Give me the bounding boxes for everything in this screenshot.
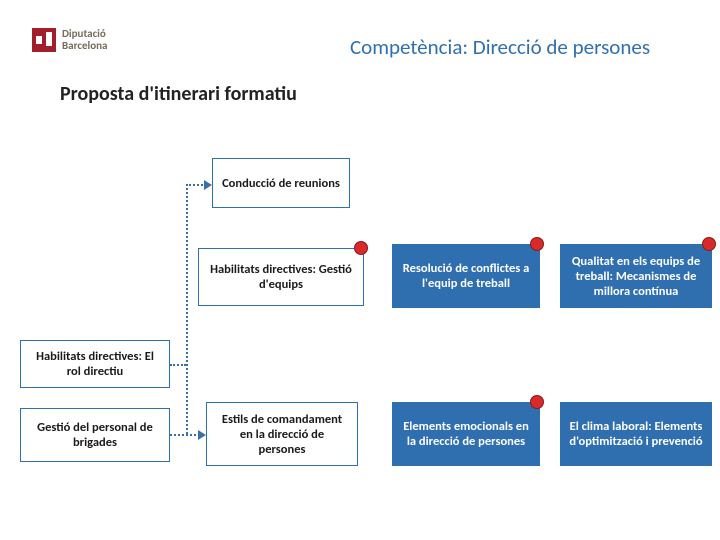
node-hab_rol: Habilitats directives: El rol directiu	[20, 340, 170, 388]
logo: Diputació Barcelona	[32, 28, 107, 52]
logo-line2: Barcelona	[62, 40, 107, 52]
node-elements: Elements emocionals en la direcció de pe…	[392, 402, 540, 466]
page-title: Proposta d'itinerari formatiu	[60, 82, 297, 106]
logo-mark-icon	[32, 28, 56, 52]
connector-0	[186, 184, 188, 434]
connector-2	[170, 434, 200, 436]
dot-hab_gestio	[354, 241, 368, 255]
node-estils: Estils de comandament en la direcció de …	[206, 402, 358, 466]
arrow-2	[198, 430, 206, 440]
connector-3	[170, 364, 186, 366]
node-clima: El clima laboral: Elements d'optimitzaci…	[560, 402, 712, 466]
arrow-1	[204, 180, 212, 190]
node-qualitat: Qualitat en els equips de treball: Mecan…	[560, 244, 712, 308]
logo-text: Diputació Barcelona	[62, 28, 107, 51]
connector-1	[186, 184, 206, 186]
node-hab_gestio: Habilitats directives: Gestió d'equips	[198, 248, 364, 306]
dot-resolucio	[530, 237, 544, 251]
node-gestio_brig: Gestió del personal de brigades	[20, 408, 170, 462]
competencia-heading: Competència: Direcció de persones	[300, 34, 700, 60]
node-conduccio: Conducció de reunions	[212, 158, 350, 208]
node-resolucio: Resolució de conflictes a l'equip de tre…	[392, 244, 540, 308]
dot-elements	[530, 395, 544, 409]
dot-qualitat	[702, 237, 716, 251]
